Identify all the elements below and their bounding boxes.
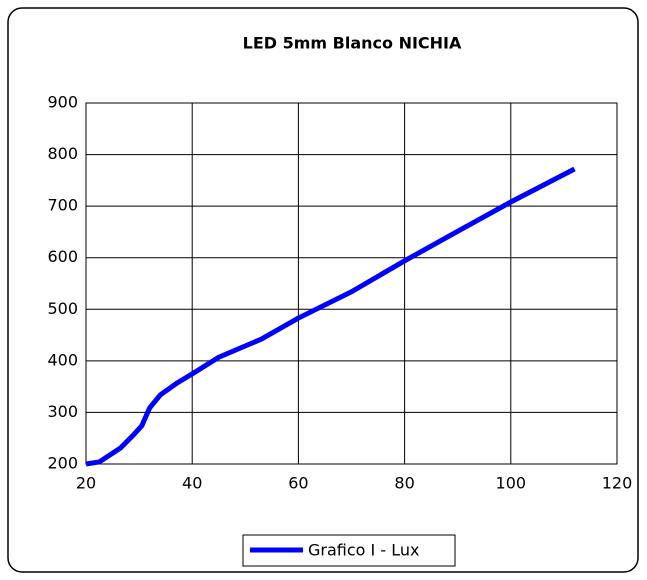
x-tick-label: 100	[496, 474, 527, 493]
plot-background	[85, 102, 618, 465]
x-tick-label: 60	[288, 474, 308, 493]
y-tick-label: 500	[47, 299, 78, 318]
y-tick-label: 900	[47, 93, 78, 112]
x-tick-label: 80	[394, 474, 414, 493]
legend-label: Grafico I - Lux	[308, 541, 419, 560]
y-tick-label: 400	[47, 350, 78, 369]
chart-title: LED 5mm Blanco NICHIA	[243, 34, 462, 53]
data-line	[85, 166, 576, 467]
y-tick-label: 700	[47, 196, 78, 215]
y-tick-label: 800	[47, 144, 78, 163]
y-tick-label: 200	[47, 454, 78, 473]
y-tick-label: 300	[47, 402, 78, 421]
y-tick-label: 600	[47, 247, 78, 266]
x-tick-label: 120	[602, 474, 633, 493]
x-tick-label: 40	[182, 474, 202, 493]
x-tick-label: 20	[76, 474, 96, 493]
